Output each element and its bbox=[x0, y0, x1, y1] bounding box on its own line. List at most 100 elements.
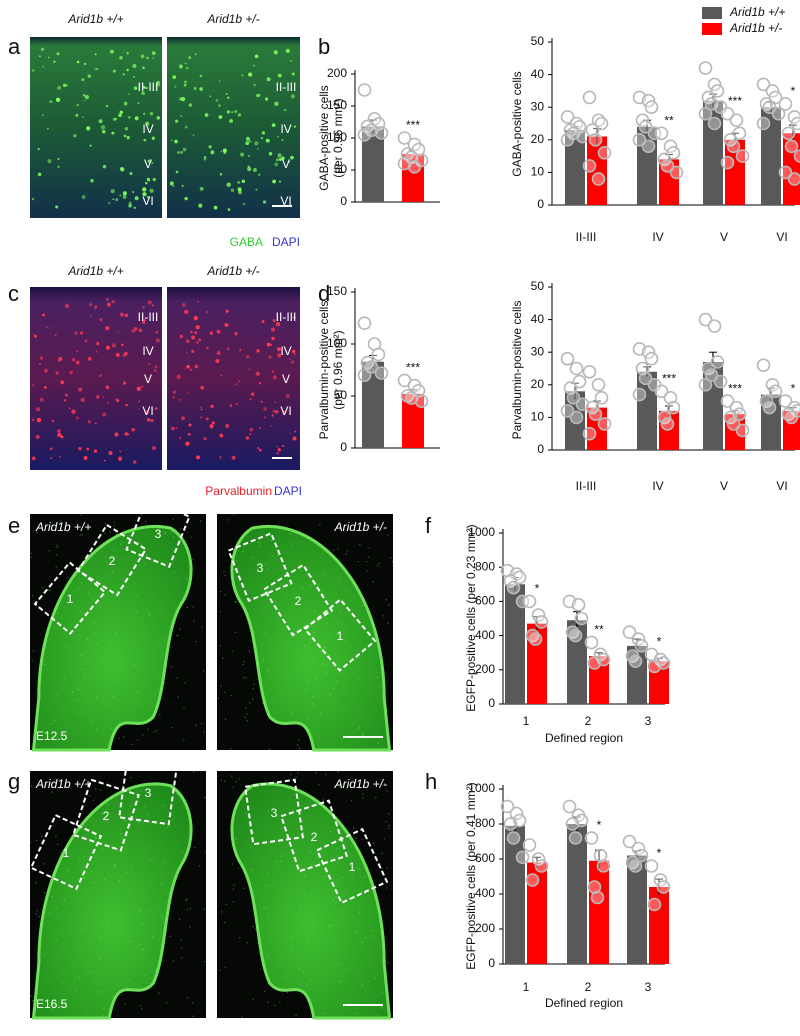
cell-signal bbox=[138, 400, 141, 403]
texture bbox=[372, 929, 374, 932]
texture bbox=[75, 990, 77, 992]
cell-signal bbox=[147, 159, 152, 163]
cell-signal bbox=[181, 184, 184, 188]
texture bbox=[383, 783, 386, 785]
cell-signal bbox=[195, 325, 200, 330]
texture bbox=[297, 913, 299, 915]
texture bbox=[51, 791, 54, 793]
y-axis-label: Parvalbumin-positive cells bbox=[510, 301, 524, 440]
texture bbox=[130, 866, 132, 868]
texture bbox=[337, 548, 339, 550]
texture bbox=[91, 870, 93, 873]
cell-signal bbox=[108, 202, 111, 205]
texture bbox=[147, 987, 150, 990]
stain-label: DAPI bbox=[274, 484, 302, 498]
stage-label: E12.5 bbox=[36, 729, 68, 743]
texture bbox=[336, 633, 338, 636]
data-point bbox=[768, 384, 783, 399]
texture bbox=[252, 998, 254, 1000]
texture bbox=[290, 713, 293, 715]
cell-signal bbox=[40, 356, 43, 360]
data-point bbox=[560, 133, 575, 147]
data-point bbox=[787, 172, 800, 186]
texture bbox=[49, 922, 52, 924]
data-point bbox=[790, 116, 800, 131]
texture bbox=[391, 560, 394, 563]
cell-signal bbox=[58, 356, 63, 361]
texture bbox=[378, 562, 380, 564]
texture bbox=[193, 771, 195, 773]
data-point bbox=[701, 361, 716, 376]
cell-signal bbox=[176, 374, 181, 380]
cell-signal bbox=[117, 331, 120, 333]
texture bbox=[164, 682, 166, 684]
data-point bbox=[506, 580, 521, 595]
cell-signal bbox=[248, 72, 253, 77]
texture bbox=[60, 930, 63, 933]
cell-signal bbox=[37, 147, 40, 151]
texture bbox=[235, 560, 237, 562]
texture bbox=[113, 549, 115, 551]
texture bbox=[385, 820, 387, 823]
texture bbox=[194, 724, 197, 726]
texture bbox=[55, 835, 57, 838]
texture bbox=[186, 996, 189, 999]
cell-signal bbox=[153, 369, 157, 372]
texture bbox=[340, 673, 342, 675]
data-point bbox=[720, 394, 735, 408]
data-point bbox=[784, 410, 799, 425]
genotype-label: Arid1b +/- bbox=[334, 520, 387, 534]
texture bbox=[381, 852, 383, 855]
data-point bbox=[597, 146, 612, 160]
texture bbox=[185, 899, 187, 901]
cell-signal bbox=[272, 375, 277, 380]
cell-signal bbox=[119, 56, 123, 60]
texture bbox=[376, 1015, 378, 1017]
cell-signal bbox=[172, 396, 175, 399]
data-point bbox=[720, 106, 735, 121]
texture bbox=[282, 784, 285, 786]
texture bbox=[322, 799, 324, 801]
data-point bbox=[707, 77, 722, 92]
cell-signal bbox=[155, 331, 158, 334]
texture bbox=[357, 677, 360, 680]
cell-signal bbox=[249, 427, 254, 432]
texture bbox=[148, 611, 151, 613]
significance: *** bbox=[406, 361, 420, 375]
texture bbox=[115, 631, 117, 634]
texture bbox=[266, 884, 268, 886]
texture bbox=[169, 935, 172, 937]
bar bbox=[402, 393, 424, 448]
texture bbox=[112, 997, 115, 1000]
data-point bbox=[644, 100, 659, 114]
texture bbox=[98, 973, 100, 975]
texture bbox=[348, 1009, 351, 1012]
cell-signal bbox=[226, 182, 231, 187]
data-point bbox=[732, 126, 747, 141]
texture bbox=[266, 955, 269, 958]
cell-signal bbox=[137, 102, 140, 105]
cell-signal bbox=[100, 125, 106, 130]
texture bbox=[241, 1016, 243, 1018]
cell-signal bbox=[82, 115, 84, 118]
cell-signal bbox=[112, 198, 115, 201]
texture bbox=[344, 588, 347, 590]
texture bbox=[325, 773, 327, 776]
data-point bbox=[756, 77, 771, 92]
texture bbox=[80, 654, 82, 657]
cell-signal bbox=[274, 162, 279, 167]
data-point bbox=[641, 345, 656, 360]
cell-signal bbox=[199, 186, 204, 191]
y-tick-label: 10 bbox=[531, 410, 545, 424]
cell-signal bbox=[190, 330, 193, 334]
texture bbox=[350, 845, 353, 847]
texture bbox=[165, 1002, 168, 1004]
cell-signal bbox=[281, 156, 285, 160]
texture bbox=[107, 922, 109, 924]
data-point bbox=[660, 417, 675, 431]
data-point bbox=[723, 133, 738, 147]
cell-signal bbox=[290, 155, 294, 160]
layer-label: II-III bbox=[138, 80, 159, 94]
data-point bbox=[666, 400, 681, 415]
data-point bbox=[503, 817, 518, 831]
